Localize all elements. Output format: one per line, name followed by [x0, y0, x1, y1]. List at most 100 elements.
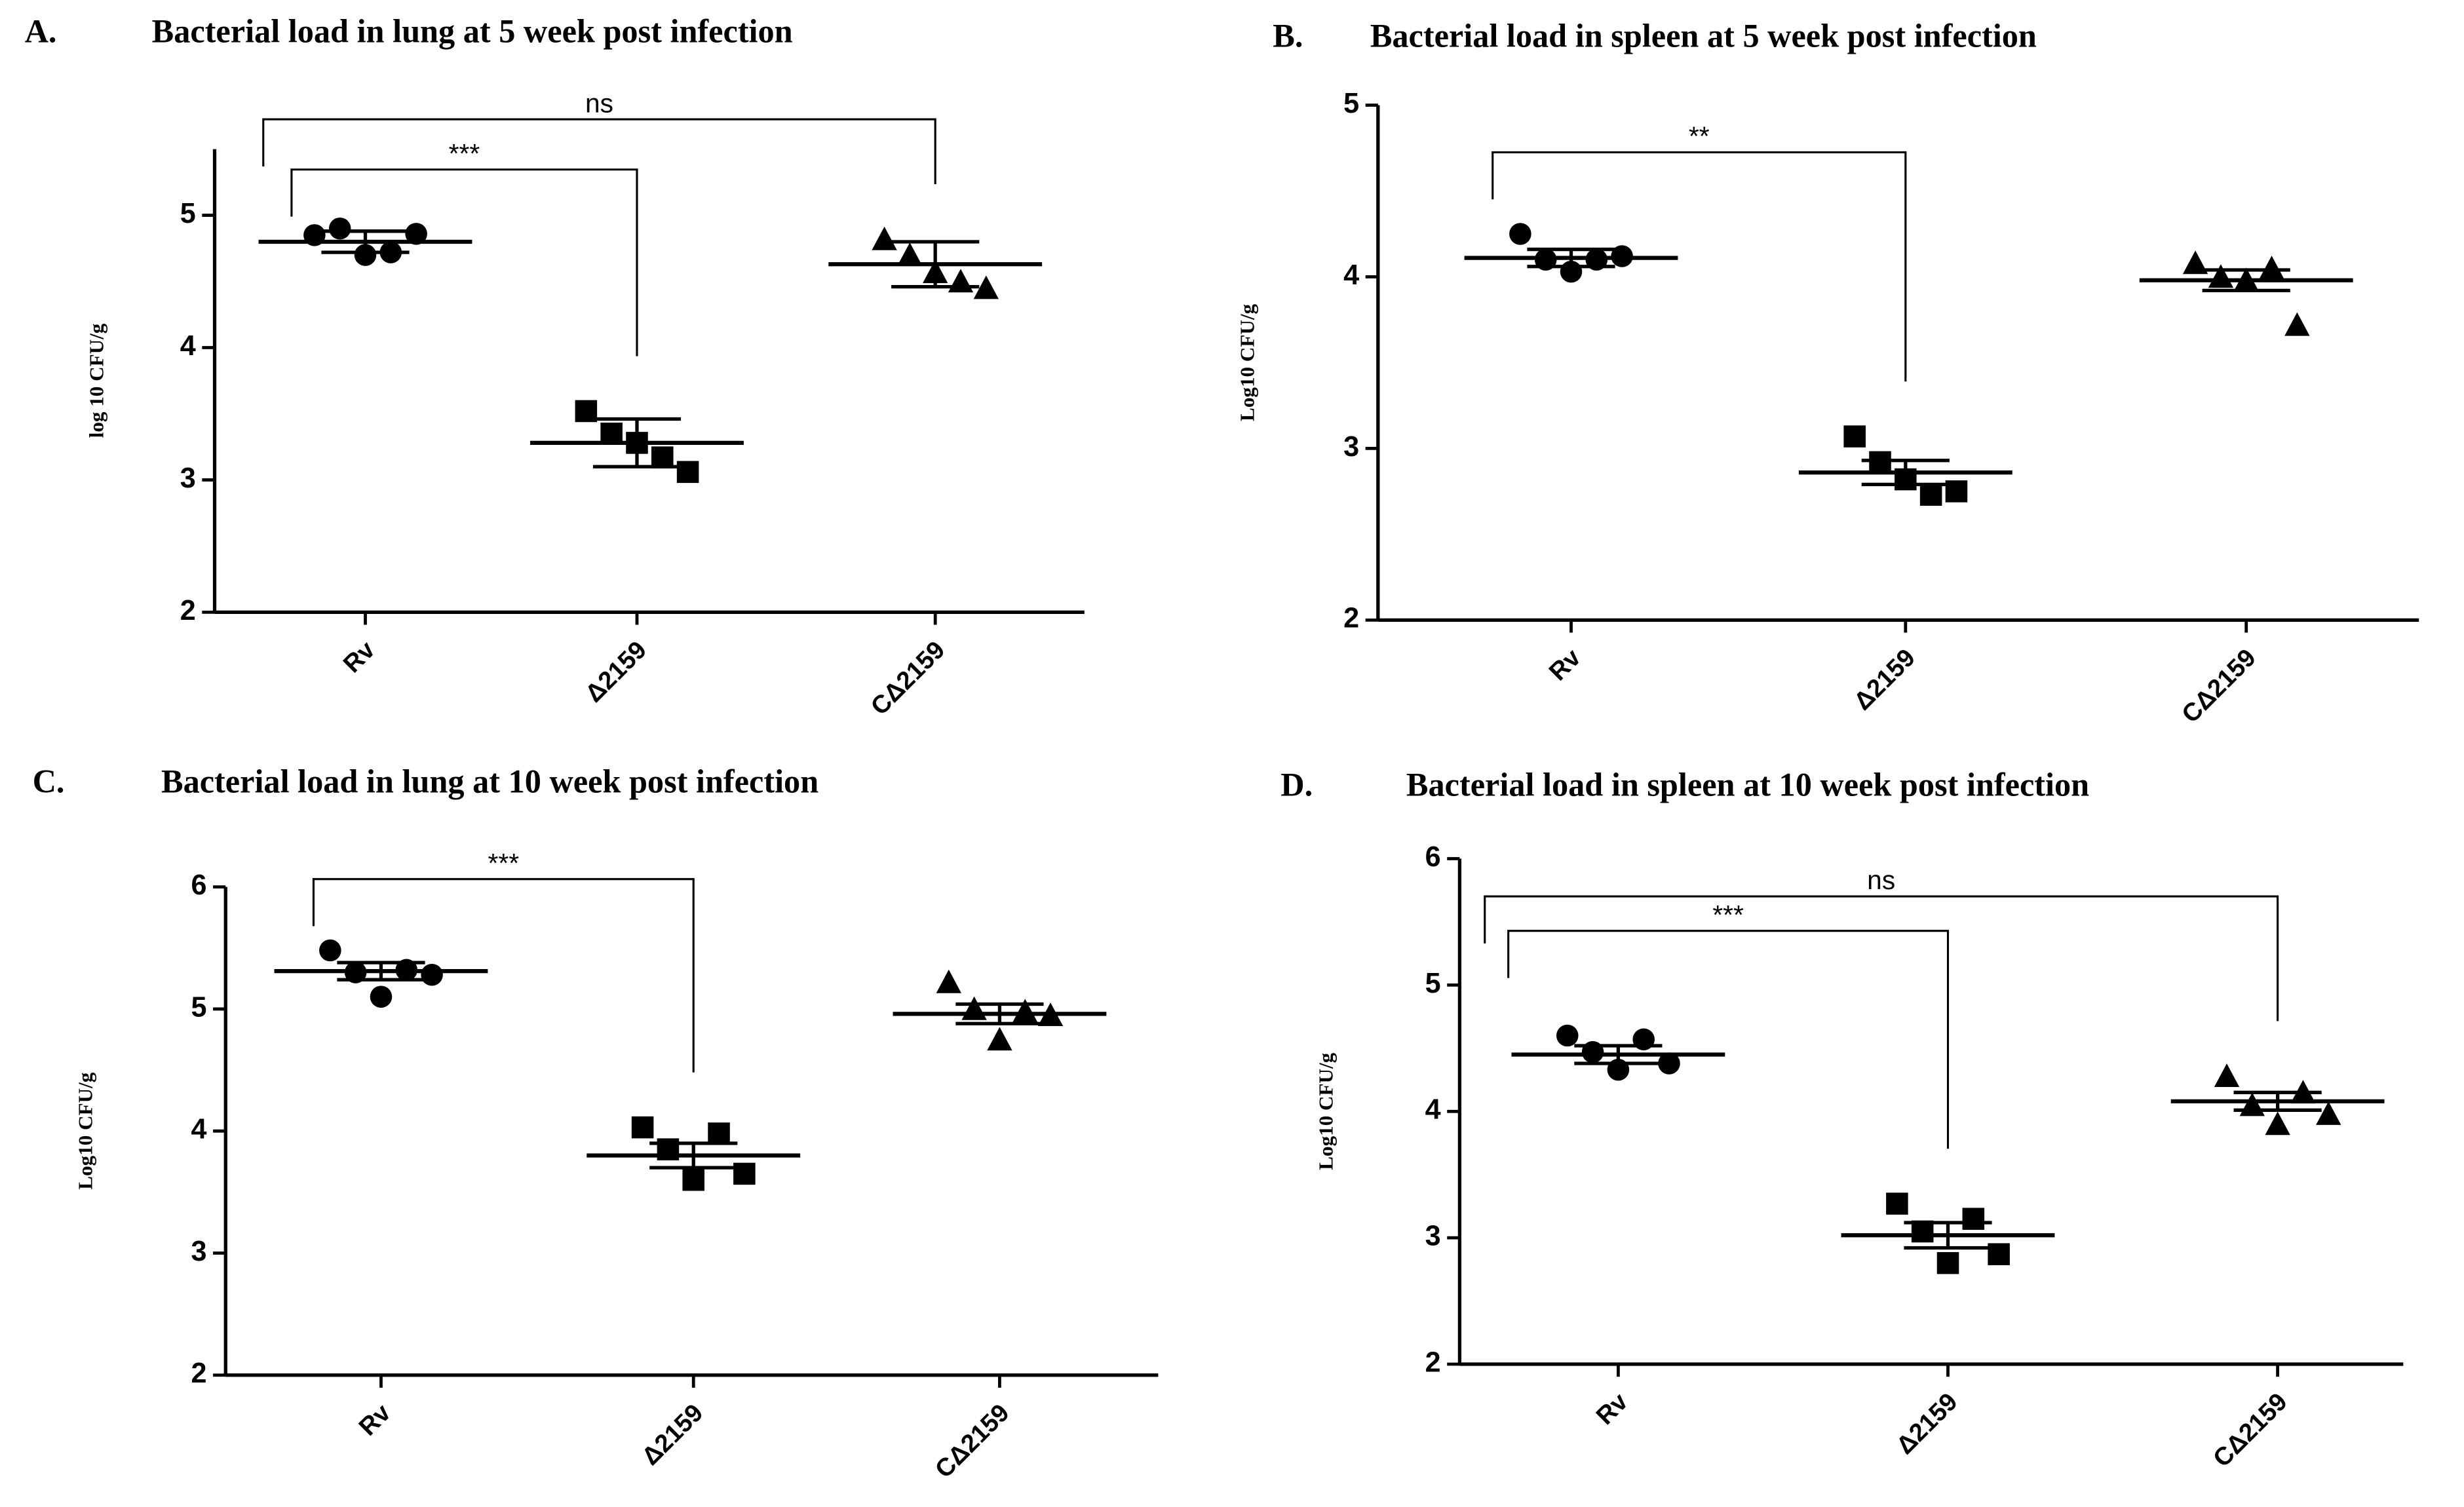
- x-tick-label: Δ2159: [1891, 1388, 1963, 1460]
- y-tick-label: 3: [191, 1236, 207, 1267]
- data-point: [987, 1027, 1012, 1051]
- error-bar: [2202, 268, 2290, 293]
- data-point: [319, 939, 341, 962]
- significance-bracket: [1492, 151, 1907, 382]
- x-tick-label: Δ2159: [636, 1399, 708, 1471]
- data-point: [936, 969, 961, 993]
- x-tick-label: Rv: [354, 1398, 397, 1441]
- data-point: [872, 226, 897, 250]
- significance-label: ***: [449, 138, 480, 168]
- x-tick-label: Rv: [1544, 643, 1587, 687]
- data-point: [682, 1168, 704, 1191]
- data-point: [328, 217, 351, 240]
- data-point: [1012, 999, 1038, 1023]
- y-tick-label: 3: [180, 463, 196, 494]
- panel: D. Bacterial load in spleen at 10 week po…: [1280, 766, 2404, 1473]
- y-tick-label: 5: [1425, 968, 1441, 999]
- error-bar: [891, 240, 980, 289]
- y-tick-label: 3: [1343, 431, 1359, 463]
- data-point: [2182, 250, 2208, 275]
- significance-label: ns: [585, 88, 613, 118]
- data-point: [973, 275, 999, 299]
- x-tick-label: CΔ2159: [2208, 1388, 2293, 1473]
- panel: C. Bacterial load in lung at 10 week post…: [33, 763, 1159, 1483]
- data-point: [961, 996, 987, 1020]
- data-point: [2316, 1101, 2341, 1125]
- data-point: [354, 244, 377, 266]
- significance-label: ***: [1712, 900, 1744, 930]
- data-point: [1843, 425, 1866, 448]
- data-point: [651, 446, 674, 468]
- data-point: [1509, 223, 1531, 245]
- data-point: [676, 461, 699, 484]
- data-point: [405, 223, 427, 245]
- y-axis-label: Log10 CFU/g: [1314, 1052, 1337, 1170]
- x-tick-label: CΔ2159: [2176, 643, 2262, 729]
- data-point: [2208, 264, 2234, 288]
- error-bar: [955, 1002, 1044, 1025]
- y-tick-label: 2: [180, 595, 196, 626]
- error-bar: [592, 417, 682, 468]
- data-point: [1936, 1251, 1959, 1274]
- significance-bracket: [1484, 895, 2279, 1021]
- y-tick-label: 3: [1425, 1221, 1441, 1252]
- y-tick-label: 2: [1425, 1346, 1441, 1378]
- panel-label: A.: [25, 12, 57, 49]
- y-tick-label: 4: [180, 330, 196, 362]
- error-bar: [337, 961, 425, 982]
- y-tick-label: 5: [180, 198, 196, 229]
- panel-label: B.: [1273, 17, 1303, 54]
- panel-title: Bacterial load in lung at 5 week post in…: [152, 12, 793, 49]
- data-point: [2259, 256, 2284, 280]
- x-tick-label: CΔ2159: [930, 1399, 1015, 1484]
- data-point: [1919, 484, 1942, 506]
- error-bar: [1904, 1221, 1992, 1250]
- y-tick-label: 4: [1343, 259, 1359, 291]
- panel-title: Bacterial load in spleen at 10 week post…: [1406, 766, 2089, 803]
- data-point: [2214, 1063, 2240, 1088]
- significance-bracket: [312, 878, 695, 1073]
- panel-title: Bacterial load in lung at 10 week post i…: [161, 763, 818, 799]
- y-tick-label: 4: [1425, 1094, 1441, 1126]
- error-bar: [649, 1141, 738, 1170]
- panel-label: C.: [33, 763, 65, 799]
- x-tick-label: Rv: [1590, 1387, 1634, 1430]
- data-point: [370, 985, 393, 1008]
- y-axis-label: Log10 CFU/g: [74, 1072, 97, 1189]
- data-point: [2265, 1111, 2290, 1135]
- data-point: [1962, 1208, 1985, 1230]
- y-axis-label: log 10 CFU/g: [85, 323, 107, 438]
- y-tick-label: 2: [1343, 603, 1359, 634]
- significance-bracket: [290, 168, 638, 356]
- data-point: [708, 1122, 730, 1145]
- data-point: [1658, 1052, 1680, 1075]
- error-bar: [2233, 1090, 2322, 1112]
- panel: A. Bacterial load in lung at 5 week post …: [25, 12, 1085, 721]
- data-point: [1886, 1192, 1908, 1215]
- significance-label: ns: [1867, 865, 1895, 895]
- x-tick-label: Δ2159: [1849, 643, 1921, 715]
- data-point: [1556, 1024, 1579, 1047]
- y-tick-label: 5: [1343, 88, 1359, 119]
- data-point: [421, 963, 443, 986]
- panel: B. Bacterial load in spleen at 5 week pos…: [1235, 17, 2419, 729]
- error-bar: [321, 229, 410, 254]
- data-point: [897, 242, 923, 266]
- error-bar: [1527, 247, 1615, 269]
- panel-label: D.: [1280, 766, 1313, 803]
- y-axis-label: Log10 CFU/g: [1235, 304, 1258, 421]
- significance-bracket: [1507, 930, 1950, 1149]
- data-point: [2284, 312, 2310, 336]
- x-tick-label: CΔ2159: [866, 636, 951, 721]
- y-tick-label: 5: [191, 991, 207, 1023]
- panel-title: Bacterial load in spleen at 5 week post …: [1370, 17, 2037, 54]
- error-bar: [1861, 459, 1950, 487]
- y-tick-label: 2: [191, 1358, 207, 1389]
- x-tick-label: Δ2159: [580, 636, 652, 708]
- significance-label: **: [1689, 121, 1710, 151]
- data-point: [2239, 1092, 2265, 1116]
- significance-bracket: [262, 118, 936, 185]
- significance-label: ***: [488, 848, 520, 878]
